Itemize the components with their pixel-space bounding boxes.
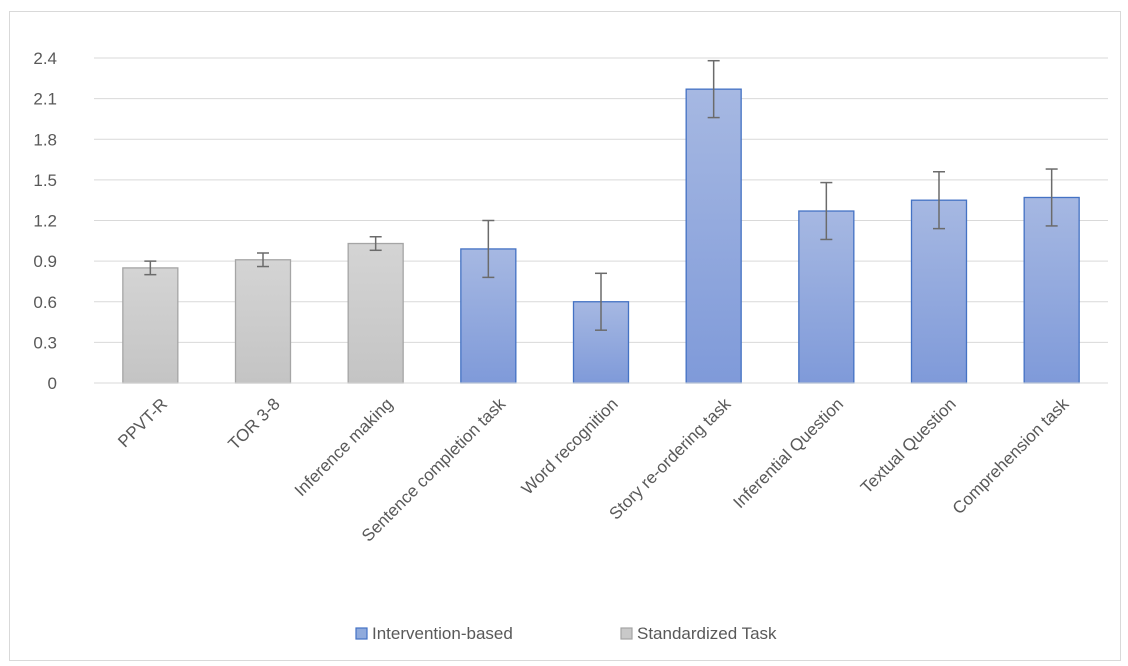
x-tick-label: Inference making [291,394,397,500]
x-tick-label: Word recognition [518,394,622,498]
y-tick-label: 1.5 [33,171,57,190]
x-tick-label: TOR 3-8 [225,394,284,453]
x-tick-label: Comprehension task [949,394,1073,518]
legend-label: Standardized Task [637,624,777,643]
bar [234,259,292,384]
x-tick-label: Textual Question [857,394,960,497]
x-tick-label: PPVT-R [114,394,171,451]
x-tick-label: Inferential Question [729,394,847,512]
error-bars [144,59,1058,331]
bar [347,242,404,384]
legend-label: Intervention-based [372,624,513,643]
y-tick-label: 0 [48,374,57,393]
legend-swatch [355,627,368,640]
bar [798,210,855,384]
y-tick-label: 0.6 [33,293,57,312]
bar [910,199,968,384]
x-tick-label: Story re-ordering task [605,394,734,523]
legend: Intervention-based Standardized Task [355,624,777,643]
y-axis-ticks: 0 0.3 0.6 0.9 1.2 1.5 1.8 2.1 2.4 [33,49,57,393]
y-tick-label: 1.8 [33,130,57,149]
y-tick-label: 0.3 [33,333,57,352]
y-tick-label: 0.9 [33,252,57,271]
legend-swatch [620,627,633,640]
bars [122,88,1080,384]
y-tick-label: 2.1 [33,90,57,109]
y-tick-label: 2.4 [33,49,57,68]
y-tick-label: 1.2 [33,212,57,231]
bar [122,267,179,384]
bar [685,88,742,384]
